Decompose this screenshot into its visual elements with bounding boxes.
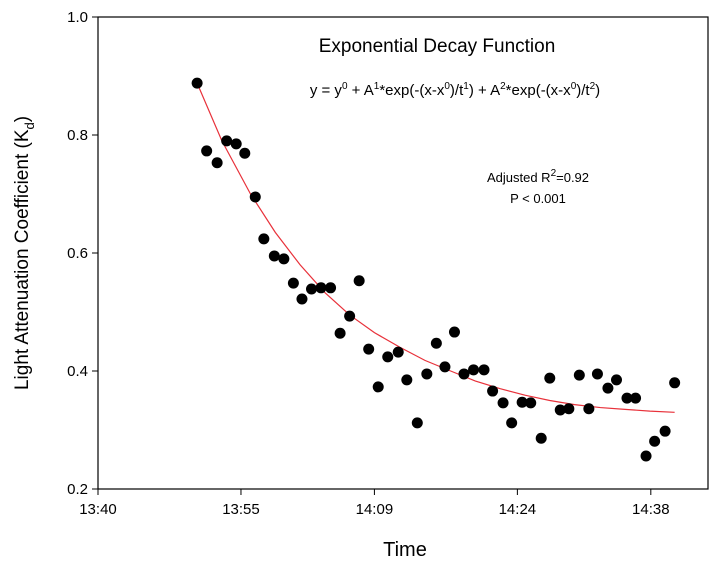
y-tick-label: 1.0	[67, 9, 88, 26]
data-point	[191, 77, 203, 89]
y-axis-label: Light Attenuation Coefficient (Kd)	[12, 116, 37, 390]
data-point	[487, 385, 499, 397]
data-point	[544, 372, 556, 384]
text-part: 1	[463, 81, 469, 92]
data-point	[201, 145, 213, 157]
data-point	[602, 382, 614, 394]
data-point	[506, 417, 518, 429]
data-point	[211, 157, 223, 169]
text-part: *exp(-(x-x	[379, 82, 445, 99]
text-part: 0	[444, 81, 450, 92]
text-part: )	[12, 116, 33, 122]
data-point	[239, 147, 251, 159]
data-point	[573, 369, 585, 381]
text-part: =0.92	[556, 170, 589, 185]
data-point	[430, 337, 442, 349]
data-point	[649, 435, 661, 447]
text-part: 2	[500, 81, 506, 92]
text-part: d	[22, 122, 37, 129]
data-point	[325, 282, 337, 294]
data-point	[353, 275, 365, 287]
data-point	[448, 326, 460, 338]
x-axis-label: Time	[383, 539, 427, 561]
data-point	[621, 392, 633, 404]
x-tick-label: 13:55	[222, 501, 260, 518]
data-point	[439, 361, 451, 373]
data-point	[258, 233, 270, 245]
data-point	[268, 250, 280, 262]
data-point	[669, 377, 681, 389]
data-point	[221, 135, 233, 147]
p-value: P < 0.001	[510, 191, 566, 206]
data-point	[525, 397, 537, 409]
text-part: 0	[342, 81, 348, 92]
data-point	[401, 374, 413, 386]
data-point	[535, 432, 547, 444]
equation: y = y0 + A1*exp(-(x-x0)/t1) + A2*exp(-(x…	[310, 81, 600, 99]
data-point	[583, 403, 595, 415]
text-part: )/t	[576, 82, 590, 99]
data-point	[392, 346, 404, 358]
text-part: )/t	[450, 82, 464, 99]
text-part: ) + A	[469, 82, 500, 99]
data-point	[382, 351, 394, 363]
text-part: 1	[374, 81, 380, 92]
data-point	[411, 417, 423, 429]
x-tick-label: 14:38	[632, 501, 670, 518]
data-point	[630, 392, 642, 404]
data-point	[554, 404, 566, 416]
text-part: + A	[348, 82, 374, 99]
data-point	[591, 368, 603, 380]
x-tick-label: 14:24	[499, 501, 537, 518]
fit-curve	[196, 82, 675, 413]
text-part: )	[595, 82, 600, 99]
r-squared: Adjusted R2=0.92	[487, 168, 589, 185]
data-point	[640, 450, 652, 462]
data-point	[315, 282, 327, 294]
data-point	[478, 364, 490, 376]
data-point	[306, 283, 317, 295]
text-part: y = y	[310, 82, 343, 99]
y-tick-label: 0.4	[67, 363, 88, 380]
data-point	[249, 191, 261, 203]
chart-title: Exponential Decay Function	[319, 36, 556, 57]
text-part: Light Attenuation Coefficient (K	[12, 129, 33, 390]
data-point	[659, 425, 671, 437]
data-point	[363, 343, 375, 355]
data-point	[296, 293, 308, 305]
data-point	[287, 277, 299, 289]
data-point	[421, 368, 433, 380]
data-point	[497, 397, 509, 409]
data-point	[563, 403, 575, 415]
data-point	[334, 327, 346, 339]
data-point	[458, 368, 470, 380]
text-part: 0	[571, 81, 577, 92]
x-tick-label: 13:40	[79, 501, 117, 518]
text-part: *exp(-(x-x	[506, 82, 572, 99]
text-part: 2	[590, 81, 596, 92]
text-part: Adjusted R	[487, 170, 551, 185]
data-point	[372, 381, 384, 393]
text-part: 2	[551, 168, 557, 179]
data-point	[278, 253, 290, 265]
x-tick-label: 14:09	[356, 501, 394, 518]
data-point	[468, 364, 480, 376]
data-point	[230, 138, 242, 150]
y-tick-label: 0.2	[67, 481, 88, 498]
y-tick-label: 0.8	[67, 127, 88, 144]
data-point	[516, 396, 528, 408]
y-tick-label: 0.6	[67, 245, 88, 262]
data-point	[344, 310, 356, 322]
data-point	[611, 374, 622, 386]
